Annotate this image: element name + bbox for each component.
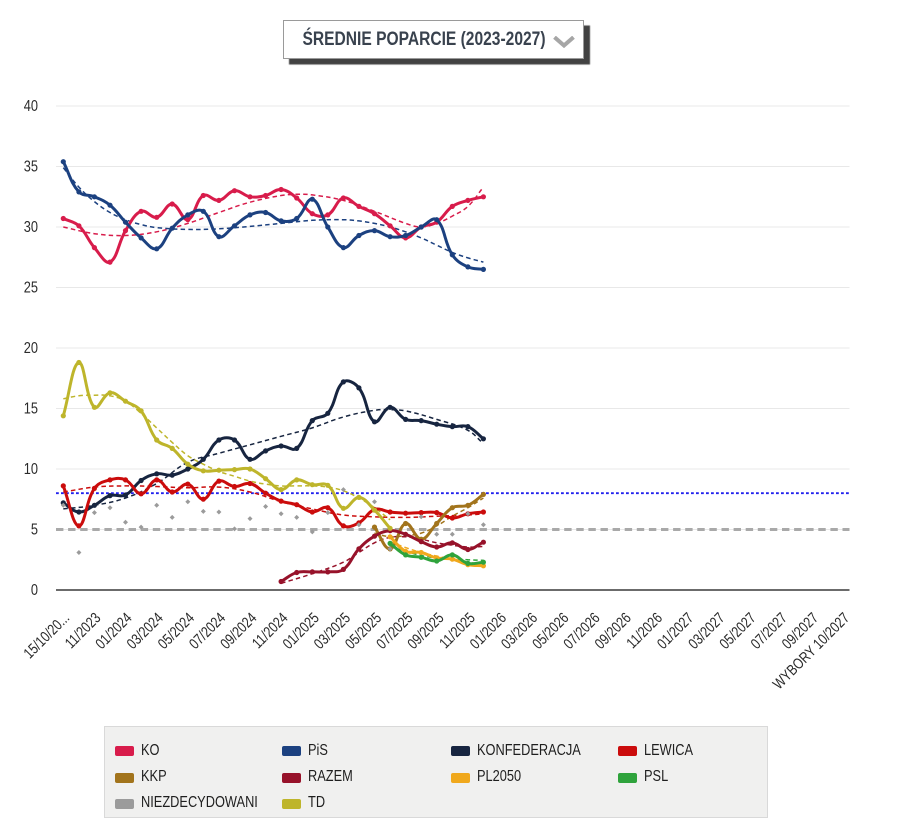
svg-text:30: 30 [24, 219, 38, 237]
svg-text:35: 35 [24, 158, 38, 176]
svg-text:40: 40 [24, 98, 38, 116]
svg-text:09/2024: 09/2024 [217, 609, 260, 652]
svg-text:25: 25 [24, 279, 38, 297]
svg-text:10: 10 [24, 461, 38, 479]
svg-text:09/2025: 09/2025 [404, 609, 447, 652]
svg-text:09/2026: 09/2026 [591, 609, 634, 652]
svg-text:15: 15 [24, 400, 38, 418]
svg-text:5: 5 [31, 521, 38, 539]
svg-text:20: 20 [24, 340, 38, 358]
svg-text:0: 0 [31, 582, 38, 600]
